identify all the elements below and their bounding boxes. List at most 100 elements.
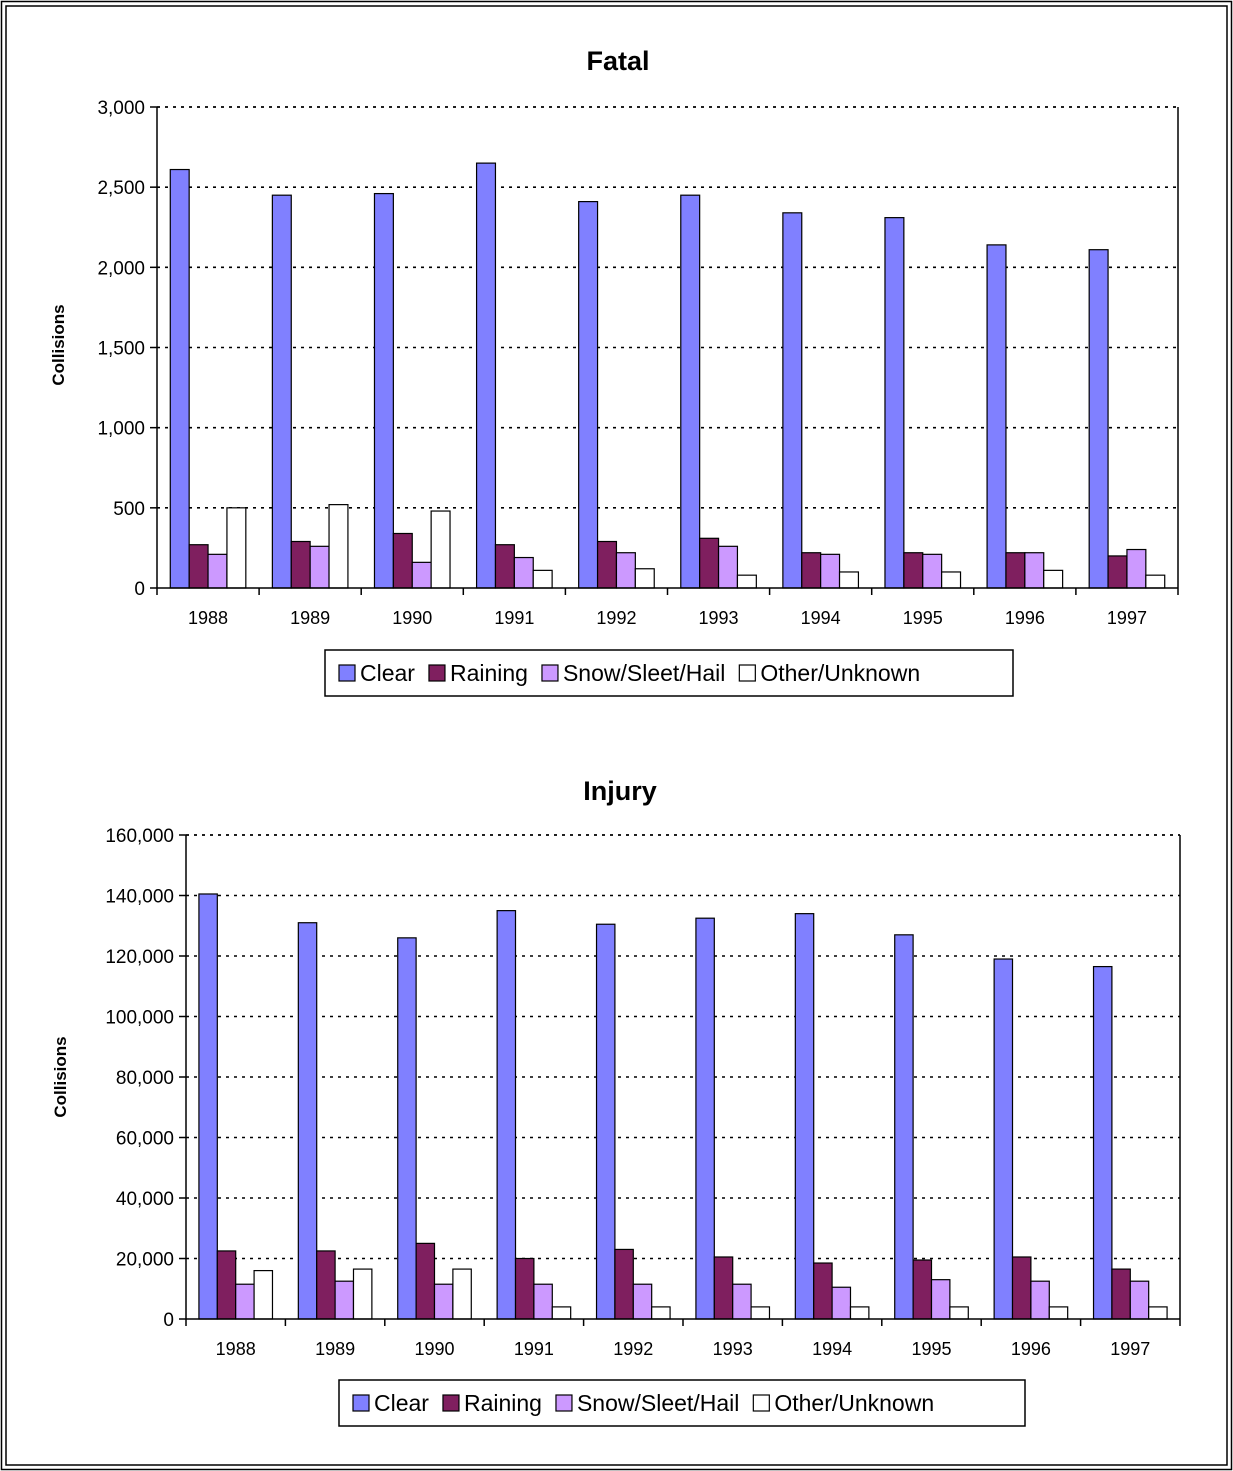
bar [578, 200, 599, 589]
bar [699, 537, 720, 589]
bar [1043, 569, 1064, 589]
legend-swatch [352, 1394, 370, 1412]
legend-swatch [338, 664, 356, 682]
bar [903, 552, 924, 589]
inner-border [5, 5, 1228, 1466]
y-tick-label: 40,000 [116, 1189, 174, 1210]
bar [452, 1268, 472, 1320]
bar [430, 510, 451, 589]
bar [912, 1259, 933, 1320]
bar [993, 958, 1014, 1320]
legend-label: Other/Unknown [760, 660, 920, 686]
y-tick-label: 500 [113, 499, 145, 520]
x-tick-label: 1996 [1005, 608, 1045, 628]
bar [198, 893, 218, 1320]
legend-label: Snow/Sleet/Hail [563, 660, 725, 686]
y-axis-label: Collisions [51, 1036, 70, 1117]
x-tick-label: 1989 [290, 608, 330, 628]
y-tick-label: 1,500 [97, 339, 145, 360]
bar [415, 1242, 436, 1320]
legend-swatch [738, 664, 756, 682]
bars [169, 162, 1166, 589]
legend: Clear Raining Snow/Sleet/Hail Other/Unknown [338, 1379, 1026, 1427]
x-tick-label: 1991 [514, 1339, 554, 1359]
bar [1107, 555, 1128, 589]
bar [884, 217, 905, 589]
bar [328, 504, 349, 589]
bar [373, 192, 394, 589]
bar [551, 1306, 572, 1320]
bar [271, 194, 292, 589]
injury-chart: Injury Collisions 0 20,000 40,000 60,000 80,… [51, 776, 1181, 1427]
chart-title: Fatal [586, 46, 649, 76]
x-tick-label: 1995 [911, 1339, 951, 1359]
y-tick-label: 80,000 [116, 1068, 174, 1089]
legend-swatch [541, 664, 559, 682]
bar [713, 1256, 734, 1320]
x-tick-label: 1997 [1110, 1339, 1150, 1359]
bar [801, 552, 822, 589]
bar [207, 553, 228, 589]
y-tick-label: 0 [163, 1310, 174, 1331]
bars [198, 893, 1168, 1320]
x-tick-label: 1990 [414, 1339, 454, 1359]
legend-label: Other/Unknown [774, 1390, 934, 1416]
bar [411, 561, 432, 589]
gridlines [157, 106, 1178, 509]
bar [941, 571, 962, 589]
y-tick-label: 3,000 [97, 98, 145, 119]
bar [596, 540, 618, 589]
axes [150, 106, 1179, 595]
bar [334, 1280, 355, 1320]
x-tick-labels: 1988 1989 1990 1991 1992 1993 1994 1995 1996 1997 [216, 1339, 1151, 1359]
bar [595, 923, 616, 1320]
bar [216, 1250, 237, 1320]
bar [1048, 1306, 1069, 1320]
x-tick-label: 1989 [315, 1339, 355, 1359]
legend-label: Clear [374, 1390, 429, 1416]
bar [736, 574, 757, 589]
y-tick-label: 2,500 [97, 178, 145, 199]
x-tick-label: 1992 [613, 1339, 653, 1359]
x-tick-labels: 1988 1989 1990 1991 1992 1993 1994 1995 1996 1997 [188, 608, 1147, 628]
bar [532, 569, 553, 589]
bar [986, 244, 1007, 589]
y-axis-label: Collisions [49, 304, 68, 385]
y-tick-label: 60,000 [116, 1129, 174, 1150]
bar [169, 168, 190, 589]
y-tick-label: 0 [134, 579, 145, 600]
x-tick-label: 1995 [903, 608, 943, 628]
bar [1129, 1280, 1150, 1320]
legend-label: Clear [360, 660, 415, 686]
bar [949, 1306, 969, 1320]
y-tick-label: 2,000 [97, 258, 145, 279]
bar [513, 556, 534, 589]
bar [1024, 552, 1045, 589]
bar [930, 1279, 951, 1320]
y-tick-label: 160,000 [105, 826, 174, 847]
bar [397, 937, 417, 1320]
bar [614, 1248, 634, 1320]
y-tick-label: 20,000 [116, 1250, 174, 1271]
bar [533, 1283, 553, 1320]
bar [1005, 552, 1026, 589]
bar [514, 1257, 535, 1320]
bar [615, 552, 636, 589]
bar [352, 1268, 373, 1320]
gridlines [186, 834, 1180, 1260]
bar [1145, 574, 1166, 589]
x-tick-label: 1996 [1011, 1339, 1051, 1359]
bar [632, 1283, 653, 1320]
bar [309, 545, 330, 589]
bar [695, 917, 715, 1320]
bar [838, 571, 860, 589]
bar [433, 1283, 454, 1320]
bar [820, 553, 841, 589]
bar [849, 1306, 870, 1320]
bar [392, 532, 413, 589]
y-tick-labels: 0 20,000 40,000 60,000 80,000 100,000 120,000 1… [105, 826, 174, 1331]
legend-swatch [442, 1394, 460, 1412]
y-tick-labels: 0 500 1,000 1,500 2,000 2,500 3,000 [97, 98, 145, 600]
bar [794, 913, 815, 1320]
